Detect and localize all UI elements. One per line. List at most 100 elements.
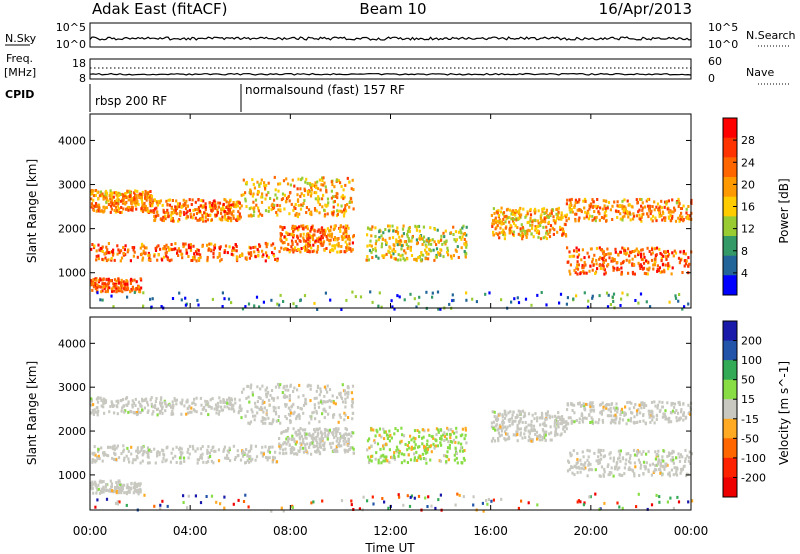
velocity-cell-3-156 <box>291 445 294 449</box>
power-cell-8-209 <box>613 258 616 262</box>
power-cell-4-144 <box>311 250 314 254</box>
power-cell-8-227 <box>681 271 684 274</box>
power-cell-9-173 <box>686 216 689 220</box>
velocity-cell-6-224 <box>562 427 565 431</box>
velocity-cell-0-65 <box>90 403 93 407</box>
power-cell-2-103 <box>333 185 336 189</box>
velocity-cell-4-80 <box>134 487 137 491</box>
velocity-cell-3-16 <box>337 442 341 446</box>
velocity-cell-9-13 <box>424 496 427 500</box>
velocity-cell-0-227 <box>221 408 225 412</box>
velocity-cell-0-168 <box>154 403 157 407</box>
velocity-cell-2-206 <box>187 447 190 451</box>
power-cell-3-187 <box>245 256 248 260</box>
power-cell-8-208 <box>617 252 620 256</box>
velocity-cell-9-112 <box>182 494 185 498</box>
velocity-cell-2-172 <box>158 451 161 455</box>
power-cell-9-26 <box>599 206 602 210</box>
power-cell-3-196 <box>148 253 151 257</box>
velocity-cell-3-47 <box>332 428 335 432</box>
power-cell-3-214 <box>212 255 215 259</box>
power-cell-0-168 <box>125 207 128 211</box>
power-cell-7-154 <box>542 236 545 240</box>
velocity-cell-5-193 <box>424 447 428 451</box>
power-cell-1-121 <box>211 208 215 212</box>
velocity-cell-0-6 <box>216 401 220 405</box>
velocity-cell-2-186 <box>206 450 209 454</box>
velocity-cell-0-194 <box>175 402 178 406</box>
velocity-cell-1-132 <box>261 384 264 388</box>
velocity-cell-8-69 <box>600 412 603 416</box>
power-cell-10-118 <box>393 307 396 311</box>
power-cell-9-257 <box>671 210 674 214</box>
velocity-cell-6-57 <box>501 423 504 427</box>
colorbar-tick-label-1-0: 200 <box>741 335 762 348</box>
velocity-cell-5-229 <box>455 426 458 430</box>
power-cell-8-95 <box>634 254 637 258</box>
power-cell-10-49 <box>258 305 261 309</box>
power-cell-8-12 <box>596 267 599 271</box>
x-tick-label-0: 00:00 <box>73 524 108 538</box>
power-cell-8-5 <box>599 267 602 270</box>
power-cell-9-129 <box>587 211 590 215</box>
site-title: Adak East (fitACF) <box>92 0 227 18</box>
power-cell-7-195 <box>500 222 503 226</box>
power-cell-9-158 <box>636 201 639 204</box>
power-cell-8-90 <box>620 270 623 274</box>
power-cell-4-44 <box>345 232 348 236</box>
velocity-cell-0-106 <box>203 406 206 409</box>
power-cell-1-192 <box>238 217 241 221</box>
velocity-cell-6-178 <box>502 426 505 430</box>
power-cell-10-106 <box>645 300 648 304</box>
power-cell-0-255 <box>115 209 118 213</box>
velocity-cell-2-13 <box>175 461 178 464</box>
power-cell-0-227 <box>120 199 123 203</box>
velocity-cell-9-60 <box>383 500 386 504</box>
power-cell-4-75 <box>313 228 316 232</box>
power-cell-3-181 <box>213 246 216 250</box>
power-cell-7-55 <box>495 232 498 236</box>
power-cell-1-216 <box>174 205 177 209</box>
velocity-cell-1-9 <box>270 422 273 426</box>
velocity-cell-7-57 <box>659 464 662 468</box>
velocity-cell-2-209 <box>100 446 103 450</box>
velocity-cell-1-176 <box>272 409 275 413</box>
velocity-cell-2-111 <box>156 451 159 455</box>
power-cell-3-16 <box>233 248 236 252</box>
x-axis-label: Time UT <box>364 541 415 554</box>
velocity-cell-9-52 <box>635 505 638 509</box>
power-cell-4-233 <box>307 233 310 237</box>
velocity-cell-4-115 <box>118 480 121 484</box>
power-cell-4-227 <box>342 225 345 229</box>
colorbar-swatch-1-4 <box>723 399 737 420</box>
velocity-cell-0-121 <box>220 405 223 409</box>
power-cell-8-10 <box>631 250 634 253</box>
velocity-cell-2-152 <box>196 458 199 462</box>
power-cell-1-131 <box>190 203 193 206</box>
power-cell-3-77 <box>106 248 109 252</box>
power-cell-0-42 <box>125 196 128 199</box>
velocity-cell-0-10 <box>113 411 116 415</box>
power-cell-3-179 <box>133 250 136 254</box>
power-cell-7-166 <box>534 209 537 213</box>
velocity-cell-3-132 <box>294 442 297 446</box>
velocity-cell-5-120 <box>440 437 443 441</box>
velocity-cell-7-231 <box>607 473 610 477</box>
velocity-cell-9-45 <box>487 498 490 501</box>
power-cell-7-190 <box>505 214 508 218</box>
power-cell-7-76 <box>541 210 544 214</box>
velocity-cell-9-42 <box>618 505 621 509</box>
power-cell-8-102 <box>568 255 571 259</box>
velocity-cell-8-132 <box>629 419 632 423</box>
velocity-cell-6-167 <box>563 425 566 429</box>
power-cell-2-161 <box>274 193 277 197</box>
power-cell-9-89 <box>640 215 643 219</box>
power-cell-10-127 <box>223 297 226 301</box>
velocity-cell-4-104 <box>111 489 114 493</box>
power-cell-5-89 <box>110 287 113 291</box>
power-cell-10-16 <box>324 291 327 295</box>
colorbar-tick-label-1-5: -50 <box>741 432 759 445</box>
power-cell-6-257 <box>403 240 406 244</box>
power-cell-0-172 <box>99 209 102 213</box>
colorbar-swatch-1-3 <box>723 379 737 400</box>
